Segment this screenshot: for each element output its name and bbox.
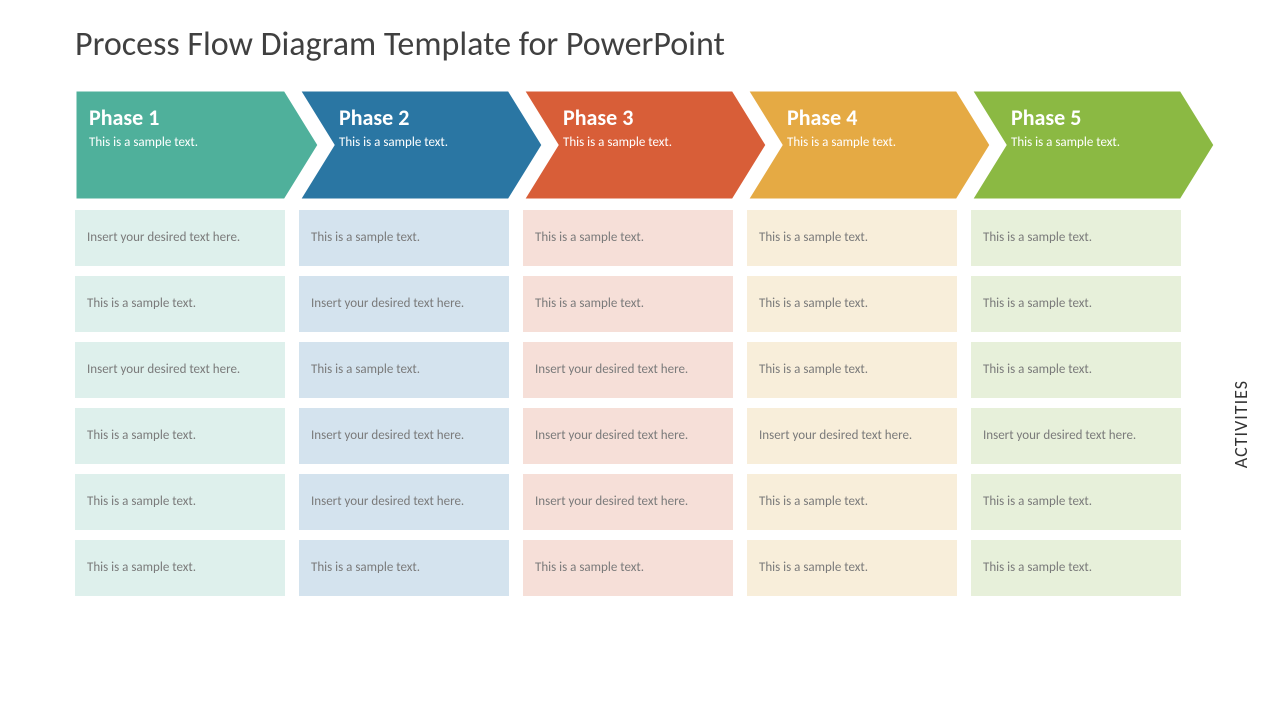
page-title: Process Flow Diagram Template for PowerP… — [75, 24, 725, 65]
activities-column: Insert your desired text here. This is a … — [75, 210, 285, 606]
phase-subtitle: This is a sample text. — [1011, 135, 1185, 151]
phase-chevron-text: Phase 4 This is a sample text. — [787, 104, 961, 151]
activity-cell: This is a sample text. — [75, 408, 285, 464]
phase-chevron: Phase 5 This is a sample text. — [971, 90, 1215, 200]
phase-title: Phase 2 — [339, 104, 513, 131]
phase-chevron-text: Phase 1 This is a sample text. — [89, 104, 289, 151]
activities-column: This is a sample text. Insert your desire… — [299, 210, 509, 606]
activity-cell: This is a sample text. — [299, 342, 509, 398]
activity-cell: This is a sample text. — [971, 540, 1181, 596]
phase-subtitle: This is a sample text. — [89, 135, 289, 151]
activity-cell: Insert your desired text here. — [299, 276, 509, 332]
activities-axis-label: ACTIVITIES — [1230, 380, 1252, 468]
activity-cell: This is a sample text. — [75, 474, 285, 530]
activity-cell: This is a sample text. — [747, 342, 957, 398]
activity-cell: Insert your desired text here. — [75, 342, 285, 398]
phase-title: Phase 4 — [787, 104, 961, 131]
activity-cell: This is a sample text. — [523, 210, 733, 266]
phase-title: Phase 3 — [563, 104, 737, 131]
phase-chevron: Phase 3 This is a sample text. — [523, 90, 767, 200]
activity-cell: This is a sample text. — [971, 342, 1181, 398]
activity-cell: This is a sample text. — [747, 276, 957, 332]
phase-chevron-text: Phase 3 This is a sample text. — [563, 104, 737, 151]
activity-cell: Insert your desired text here. — [523, 408, 733, 464]
activities-column: This is a sample text. This is a sample t… — [523, 210, 733, 606]
activity-cell: Insert your desired text here. — [299, 474, 509, 530]
activity-cell: Insert your desired text here. — [523, 342, 733, 398]
phase-subtitle: This is a sample text. — [563, 135, 737, 151]
activity-cell: Insert your desired text here. — [747, 408, 957, 464]
activity-cell: This is a sample text. — [971, 474, 1181, 530]
activity-cell: This is a sample text. — [747, 210, 957, 266]
phase-chevron: Phase 1 This is a sample text. — [75, 90, 319, 200]
activity-cell: This is a sample text. — [523, 276, 733, 332]
phase-title: Phase 1 — [89, 104, 289, 131]
phase-chevron-text: Phase 5 This is a sample text. — [1011, 104, 1185, 151]
phase-title: Phase 5 — [1011, 104, 1185, 131]
activity-cell: Insert your desired text here. — [523, 474, 733, 530]
phase-subtitle: This is a sample text. — [787, 135, 961, 151]
activity-cell: This is a sample text. — [299, 210, 509, 266]
activity-cell: This is a sample text. — [75, 540, 285, 596]
phase-chevron: Phase 2 This is a sample text. — [299, 90, 543, 200]
activities-column: This is a sample text. This is a sample t… — [747, 210, 957, 606]
activity-cell: This is a sample text. — [75, 276, 285, 332]
activity-cell: This is a sample text. — [747, 474, 957, 530]
phase-chevron: Phase 4 This is a sample text. — [747, 90, 991, 200]
activity-cell: This is a sample text. — [971, 210, 1181, 266]
phase-chevron-text: Phase 2 This is a sample text. — [339, 104, 513, 151]
activity-cell: This is a sample text. — [747, 540, 957, 596]
activity-cell: Insert your desired text here. — [299, 408, 509, 464]
activities-column: This is a sample text. This is a sample t… — [971, 210, 1181, 606]
activity-cell: Insert your desired text here. — [971, 408, 1181, 464]
phase-subtitle: This is a sample text. — [339, 135, 513, 151]
activity-cell: This is a sample text. — [971, 276, 1181, 332]
phase-chevron-row: Phase 1 This is a sample text. Phase 2 This… — [75, 90, 1215, 200]
activity-cell: This is a sample text. — [299, 540, 509, 596]
activity-cell: This is a sample text. — [523, 540, 733, 596]
activity-cell: Insert your desired text here. — [75, 210, 285, 266]
